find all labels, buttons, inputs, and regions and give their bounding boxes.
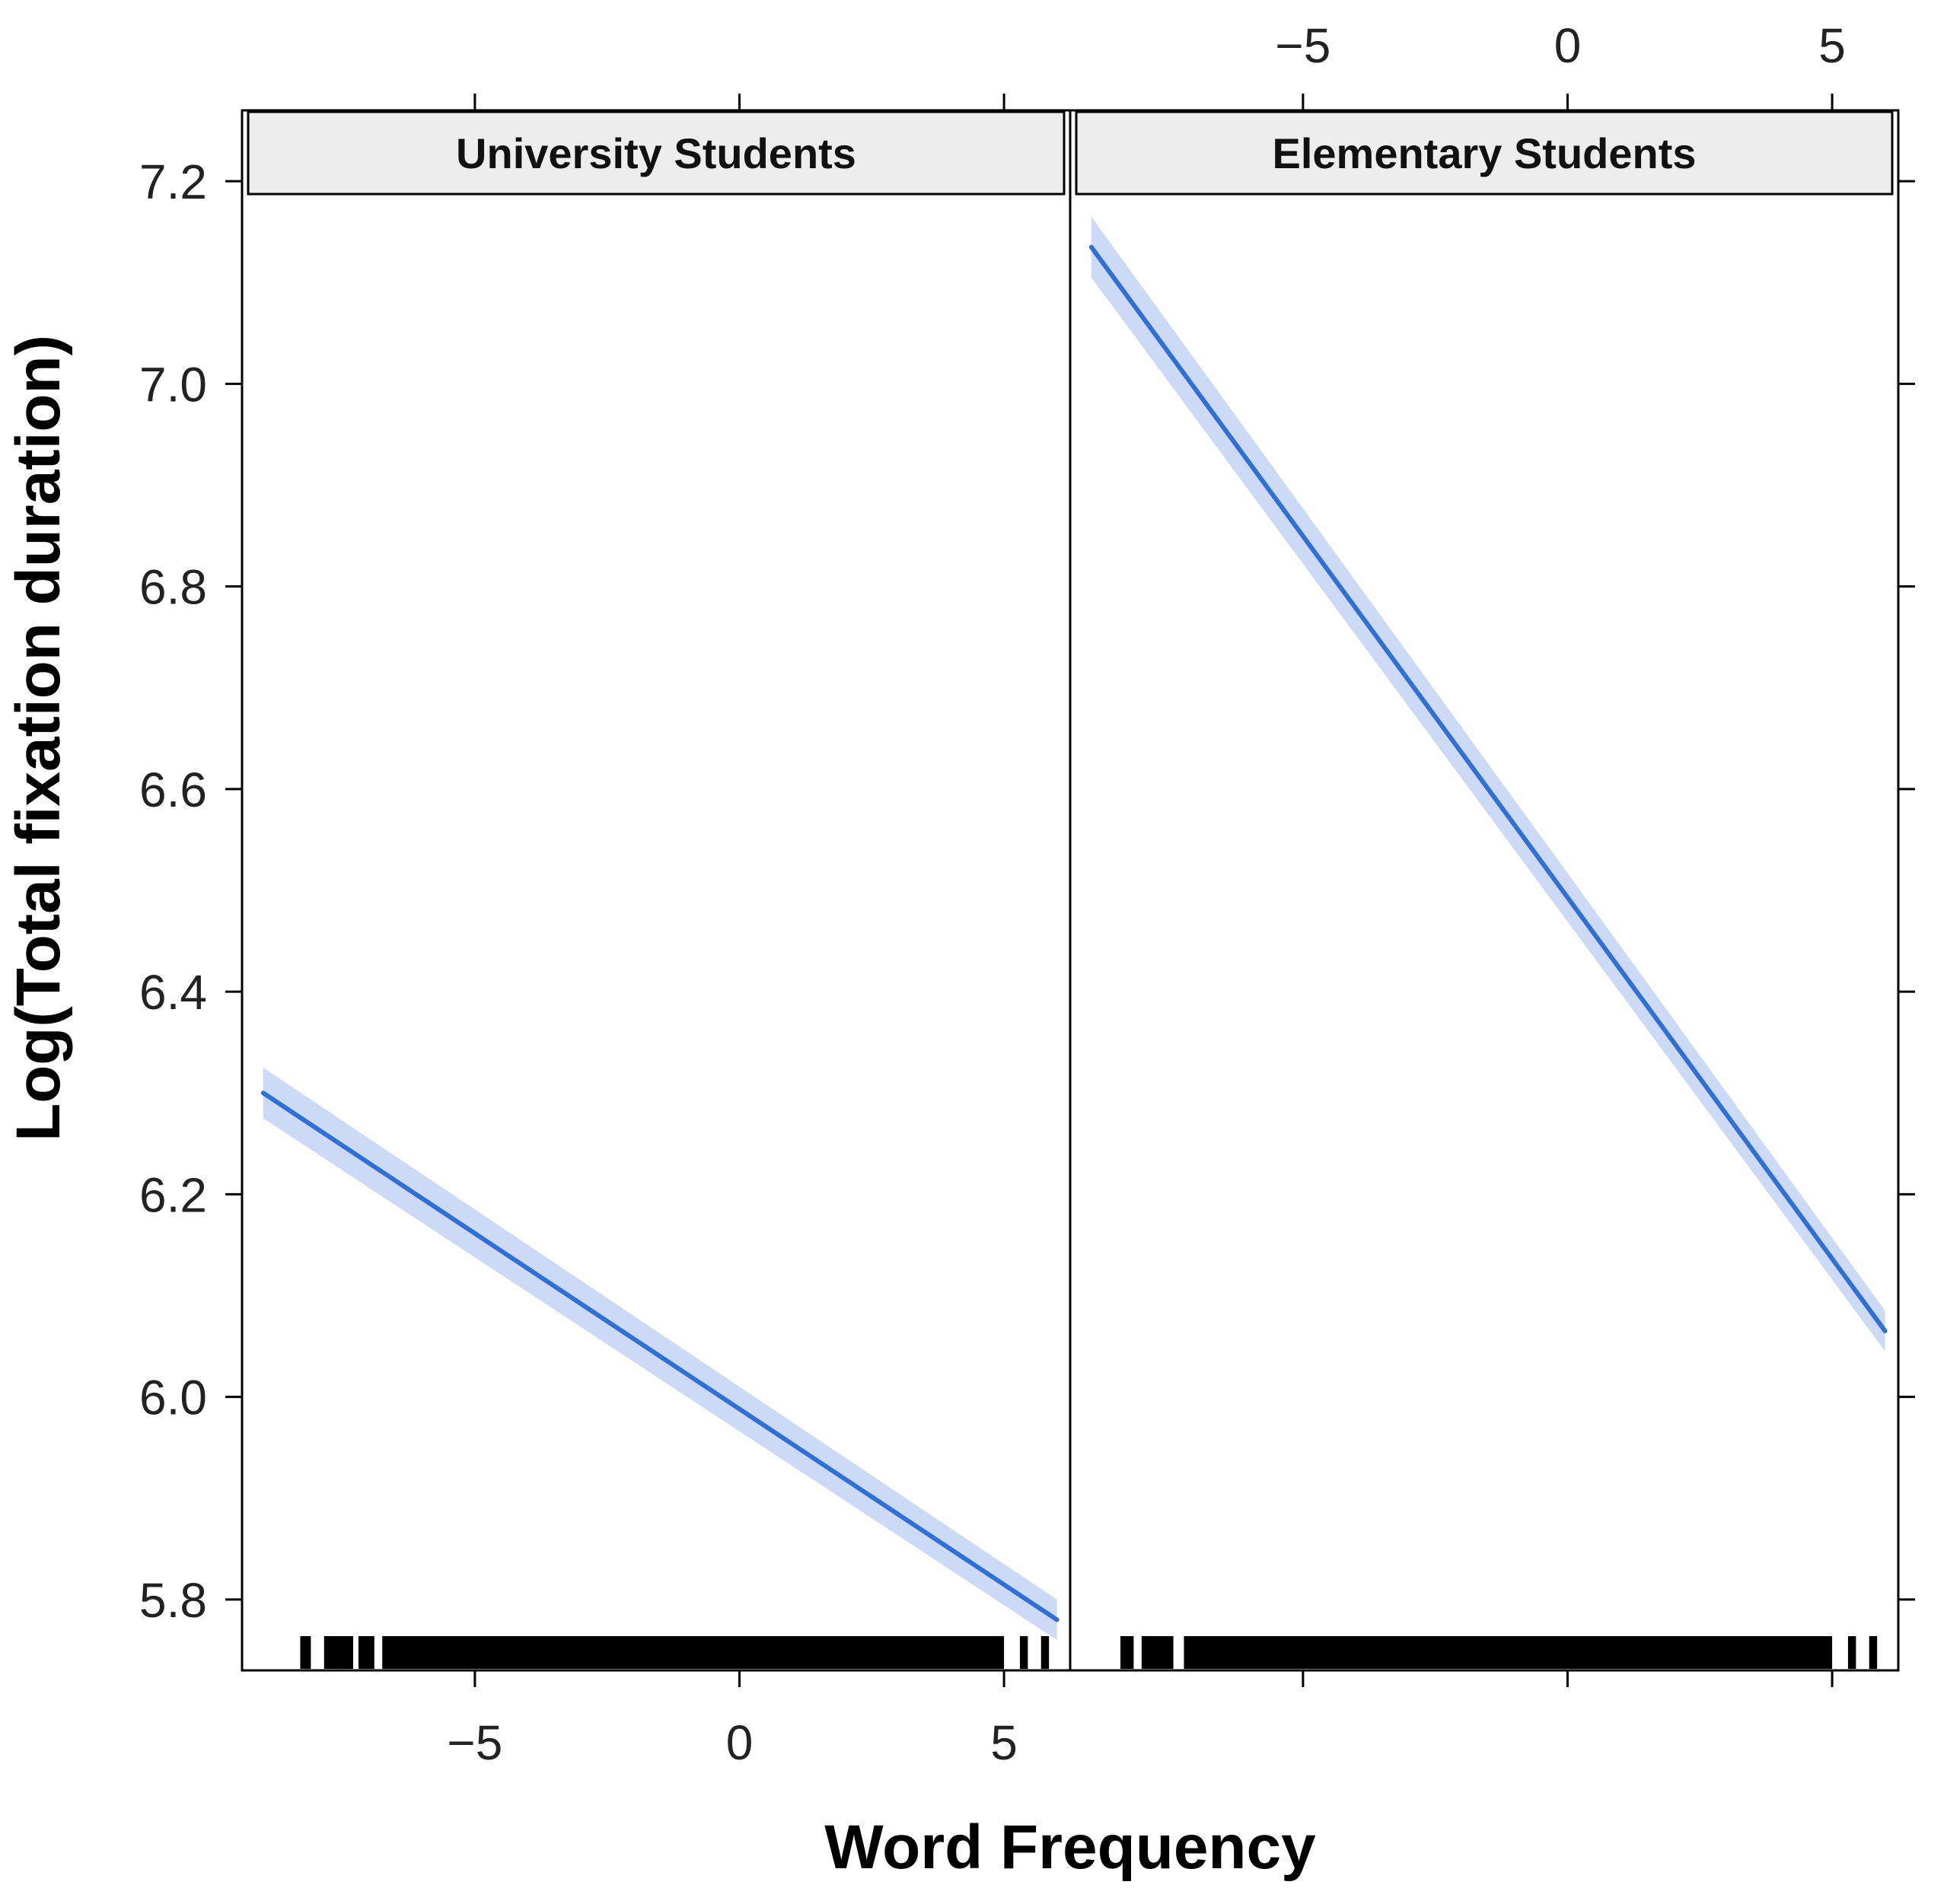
rug-mark <box>382 1636 1005 1669</box>
rug-mark <box>1141 1636 1174 1669</box>
x-tick-label: −5 <box>1275 18 1330 73</box>
rug-mark <box>1847 1636 1856 1669</box>
rug-mark <box>300 1636 311 1669</box>
y-axis-title: Log(Total fixation duration) <box>4 335 73 1141</box>
y-tick-label: 7.0 <box>139 357 207 412</box>
panel-university-students <box>241 109 1072 1672</box>
panel-elementary-students <box>1069 109 1900 1672</box>
x-tick-label: 0 <box>1554 18 1582 73</box>
y-tick-label: 6.6 <box>139 763 207 817</box>
rug-mark <box>1184 1636 1833 1669</box>
rug-mark <box>1040 1636 1050 1669</box>
x-axis-title: Word Frequency <box>824 1813 1316 1882</box>
y-tick-label: 6.0 <box>139 1371 207 1425</box>
regression-line-elementary-students <box>1088 244 1888 1334</box>
x-tick-label: 5 <box>990 1715 1018 1770</box>
y-tick-label: 6.2 <box>139 1167 207 1222</box>
y-tick-label: 6.8 <box>139 560 207 615</box>
y-tick-label: 7.2 <box>139 154 207 209</box>
strip-elementary-students <box>1075 110 1894 196</box>
rug-mark <box>1120 1636 1134 1669</box>
regression-line-university-students <box>260 1091 1060 1622</box>
rug-mark <box>1019 1636 1028 1669</box>
strip-label: University Students <box>456 129 856 177</box>
strip-label: Elementary Students <box>1272 129 1696 177</box>
rug-mark <box>358 1636 374 1669</box>
strip-university-students <box>247 110 1066 196</box>
rug-mark <box>323 1636 353 1669</box>
rug-mark <box>1869 1636 1878 1669</box>
x-tick-label: 0 <box>726 1715 754 1770</box>
y-tick-label: 6.4 <box>139 965 207 1020</box>
confidence-band-elementary-students <box>1091 216 1885 1352</box>
x-tick-label: 5 <box>1818 18 1846 73</box>
x-tick-label: −5 <box>447 1715 502 1770</box>
y-tick-label: 5.8 <box>139 1573 207 1628</box>
